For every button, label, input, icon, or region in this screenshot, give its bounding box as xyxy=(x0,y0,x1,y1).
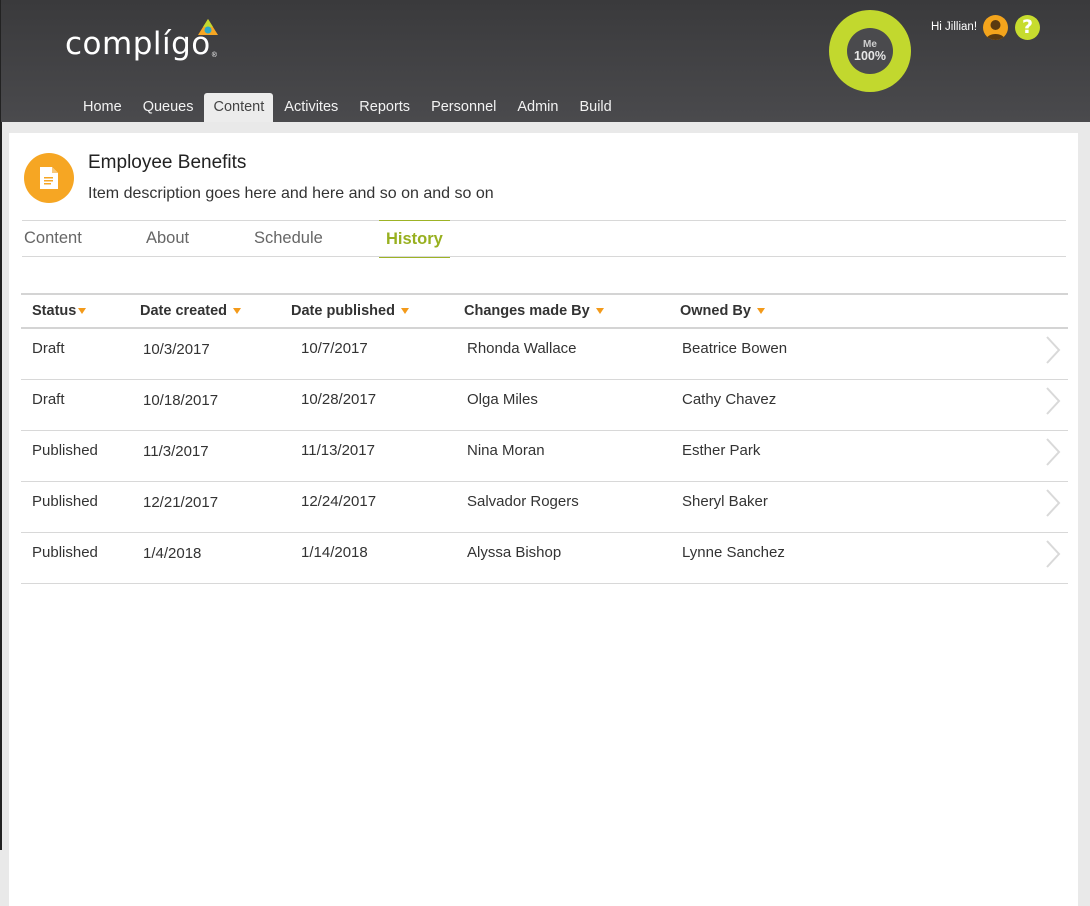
cell-changes-made-by: Nina Moran xyxy=(467,442,545,459)
cell-status: Published xyxy=(32,493,98,510)
tab-schedule[interactable]: Schedule xyxy=(254,229,323,247)
cell-status: Published xyxy=(32,442,98,459)
cell-date-published: 10/7/2017 xyxy=(301,340,368,357)
cell-changes-made-by: Alyssa Bishop xyxy=(467,544,562,561)
tab-about[interactable]: About xyxy=(146,229,190,247)
chevron-right-icon[interactable] xyxy=(1044,335,1062,365)
cell-owned-by: Beatrice Bowen xyxy=(682,340,788,357)
cell-date-published: 11/13/2017 xyxy=(301,442,375,459)
cell-date-created: 1/4/2018 xyxy=(143,545,202,562)
tab-content[interactable]: Content xyxy=(24,229,82,247)
cell-status: Published xyxy=(32,544,98,561)
cell-changes-made-by: Olga Miles xyxy=(467,391,538,408)
column-label: Date published xyxy=(291,303,395,319)
table-row[interactable]: Draft 10/18/2017 10/28/2017 Olga Miles C… xyxy=(21,380,1068,431)
cell-changes-made-by: Rhonda Wallace xyxy=(467,340,577,357)
help-icon[interactable]: ? xyxy=(1015,15,1040,40)
nav-item-content[interactable]: Content xyxy=(204,93,274,122)
cell-date-created: 10/3/2017 xyxy=(143,341,210,358)
column-label: Owned By xyxy=(680,303,751,319)
nav-item-queues[interactable]: Queues xyxy=(142,99,194,115)
logo-triangle-icon xyxy=(198,19,218,35)
progress-value: 100% xyxy=(854,48,886,63)
table-row[interactable]: Published 12/21/2017 12/24/2017 Salvador… xyxy=(21,482,1068,533)
sort-caret-icon xyxy=(595,308,604,315)
column-label: Date created xyxy=(140,303,228,319)
complígo-logo[interactable]: complígo ® xyxy=(65,19,218,66)
cell-date-created: 11/3/2017 xyxy=(143,443,209,460)
document-icon xyxy=(24,153,74,203)
table-row[interactable]: Draft 10/3/2017 10/7/2017 Rhonda Wallace… xyxy=(21,329,1068,380)
chevron-right-icon[interactable] xyxy=(1044,386,1062,416)
column-header-owned-by[interactable]: Owned By xyxy=(680,295,765,327)
cell-date-published: 1/14/2018 xyxy=(301,544,368,561)
column-header-date-created[interactable]: Date created xyxy=(140,295,242,327)
logo-text: complígo xyxy=(65,26,211,62)
column-label: Status xyxy=(32,303,77,319)
progress-ring-center: Me 100% xyxy=(847,28,893,74)
user-greeting: Hi Jillian! xyxy=(931,21,978,33)
nav-item-activites[interactable]: Activites xyxy=(284,99,339,115)
main-nav: Home Queues Content Activites Reports Pe… xyxy=(73,93,623,122)
item-tabs: Content About Schedule History xyxy=(22,220,1066,258)
cell-status: Draft xyxy=(32,340,65,357)
tab-history[interactable]: History xyxy=(379,220,450,258)
user-avatar-icon[interactable] xyxy=(983,15,1008,40)
progress-label: Me xyxy=(863,38,877,50)
cell-date-created: 10/18/2017 xyxy=(143,392,219,409)
item-description: Item description goes here and here and … xyxy=(88,185,494,202)
item-title: Employee Benefits xyxy=(88,152,247,173)
content-panel: Employee Benefits Item description goes … xyxy=(9,133,1078,906)
column-label: Changes made By xyxy=(464,303,590,319)
document-glyph-icon xyxy=(40,167,58,189)
nav-item-build[interactable]: Build xyxy=(579,99,612,115)
column-header-status[interactable]: Status xyxy=(32,295,87,327)
progress-ring[interactable]: Me 100% xyxy=(829,10,911,92)
history-table: Status Date created Date published Chang… xyxy=(21,293,1068,584)
cell-date-created: 12/21/2017 xyxy=(143,494,219,511)
column-header-changes-made-by[interactable]: Changes made By xyxy=(464,295,604,327)
cell-owned-by: Lynne Sanchez xyxy=(682,544,785,561)
nav-item-admin[interactable]: Admin xyxy=(517,99,559,115)
table-row[interactable]: Published 11/3/2017 11/13/2017 Nina Mora… xyxy=(21,431,1068,482)
cell-date-published: 10/28/2017 xyxy=(301,391,377,408)
sort-caret-icon xyxy=(78,308,87,315)
cell-owned-by: Sheryl Baker xyxy=(682,493,768,510)
cell-status: Draft xyxy=(32,391,65,408)
sort-caret-icon xyxy=(400,308,409,315)
cell-date-published: 12/24/2017 xyxy=(301,493,377,510)
chevron-right-icon[interactable] xyxy=(1044,437,1062,467)
cell-owned-by: Esther Park xyxy=(682,442,761,459)
column-header-date-published[interactable]: Date published xyxy=(291,295,409,327)
nav-item-personnel[interactable]: Personnel xyxy=(431,99,497,115)
logo-registered-mark: ® xyxy=(211,52,217,59)
person-icon xyxy=(986,20,1005,40)
table-row[interactable]: Published 1/4/2018 1/14/2018 Alyssa Bish… xyxy=(21,533,1068,584)
sort-caret-icon xyxy=(756,308,765,315)
window-edge xyxy=(0,122,2,850)
cell-owned-by: Cathy Chavez xyxy=(682,391,777,408)
top-header: complígo ® Home Queues Content Activites… xyxy=(0,0,1090,122)
sort-caret-icon xyxy=(233,308,242,315)
nav-item-home[interactable]: Home xyxy=(83,99,122,115)
nav-item-reports[interactable]: Reports xyxy=(359,99,411,115)
table-header: Status Date created Date published Chang… xyxy=(21,295,1068,329)
chevron-right-icon[interactable] xyxy=(1044,539,1062,569)
chevron-right-icon[interactable] xyxy=(1044,488,1062,518)
cell-changes-made-by: Salvador Rogers xyxy=(467,493,579,510)
